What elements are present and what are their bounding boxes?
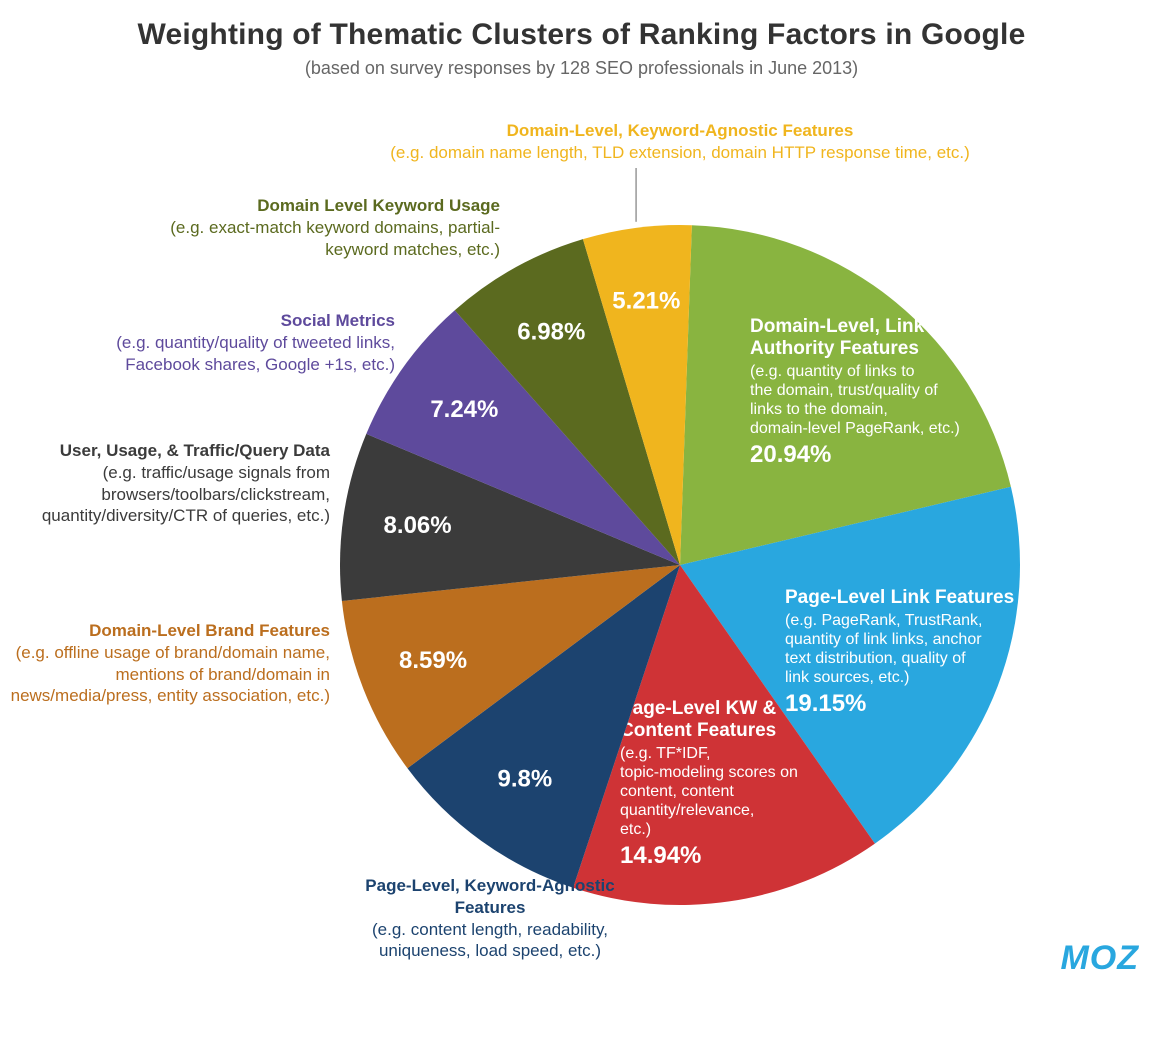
callout-desc: (e.g. quantity/quality of tweeted links,…: [45, 332, 395, 376]
callout-domain-brand: Domain-Level Brand Features(e.g. offline…: [10, 620, 330, 707]
slice-pct-domain-kw-usage: 6.98%: [517, 318, 585, 345]
callout-desc: (e.g. content length, readability, uniqu…: [355, 919, 625, 963]
callout-heading: Domain-Level Brand Features: [10, 620, 330, 642]
callout-user-traffic: User, Usage, & Traffic/Query Data(e.g. t…: [5, 440, 330, 527]
callout-desc: (e.g. exact-match keyword domains, parti…: [150, 217, 500, 261]
slice-pct-page-kw-agnostic: 9.8%: [498, 765, 553, 792]
callout-heading: Domain-Level, Keyword-Agnostic Features: [380, 120, 980, 142]
callout-domain-kw-usage: Domain Level Keyword Usage(e.g. exact-ma…: [150, 195, 500, 260]
callout-domain-kw-agnostic: Domain-Level, Keyword-Agnostic Features(…: [380, 120, 980, 164]
slice-pct-domain-kw-agnostic: 5.21%: [612, 287, 680, 314]
callout-desc: (e.g. offline usage of brand/domain name…: [10, 642, 330, 707]
callout-heading: Social Metrics: [45, 310, 395, 332]
slice-pct-domain-brand: 8.59%: [399, 647, 467, 674]
callout-heading: Page-Level, Keyword-Agnostic Features: [355, 875, 625, 919]
slice-pct-social-metrics: 7.24%: [430, 396, 498, 423]
callout-page-kw-agnostic: Page-Level, Keyword-Agnostic Features(e.…: [355, 875, 625, 962]
callout-desc: (e.g. domain name length, TLD extension,…: [380, 142, 980, 164]
callout-heading: Domain Level Keyword Usage: [150, 195, 500, 217]
callout-desc: (e.g. traffic/usage signals from browser…: [5, 462, 330, 527]
callout-social-metrics: Social Metrics(e.g. quantity/quality of …: [45, 310, 395, 375]
moz-logo: MOZ: [1060, 939, 1139, 978]
slice-pct-user-traffic: 8.06%: [384, 512, 452, 539]
callout-heading: User, Usage, & Traffic/Query Data: [5, 440, 330, 462]
